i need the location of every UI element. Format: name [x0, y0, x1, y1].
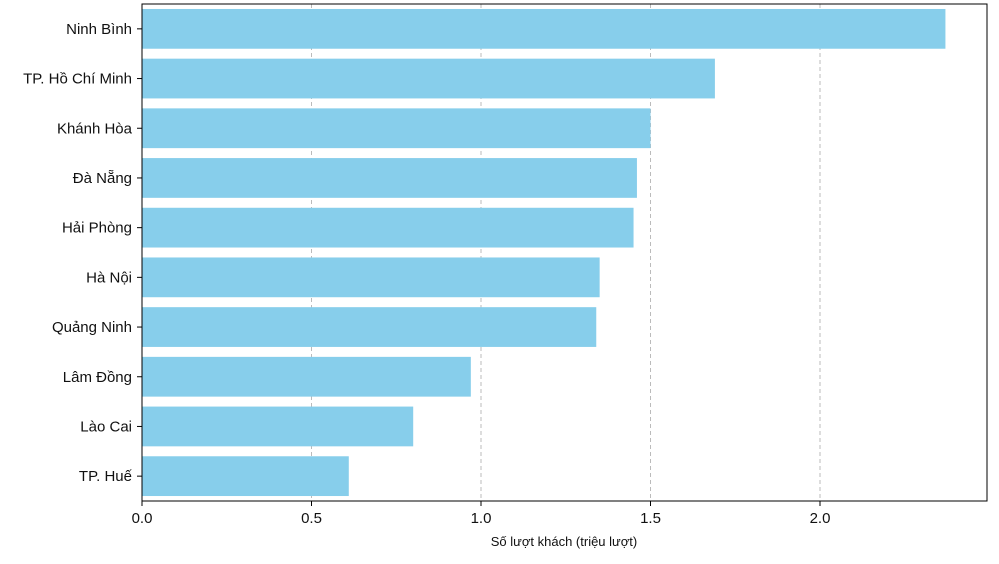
bar: [142, 406, 414, 447]
y-tick-label: TP. Hồ Chí Minh: [23, 71, 132, 88]
bar: [142, 158, 637, 198]
bar: [142, 307, 597, 347]
bar: [142, 108, 651, 149]
x-axis: 0.0 0.5 1.0 1.5 2.0: [132, 501, 831, 527]
bar: [142, 257, 600, 298]
bar: [142, 356, 471, 397]
plot-frame: [141, 3, 988, 502]
bar: [142, 207, 634, 248]
y-tick-label: Lâm Đồng: [63, 369, 132, 386]
y-tick-label: Ninh Bình: [66, 21, 132, 38]
y-tick-label: TP. Huế: [79, 468, 133, 485]
y-tick-label: Quảng Ninh: [52, 319, 132, 336]
x-tick-label: 0.0: [132, 510, 153, 527]
y-tick-label: Hà Nội: [86, 269, 132, 286]
bars: [142, 8, 946, 497]
y-axis: Ninh Bình TP. Hồ Chí Minh Khánh Hòa Đà Nẵng…: [23, 21, 142, 485]
x-tick-label: 1.5: [640, 510, 661, 527]
bar: [142, 8, 946, 49]
bar: [142, 58, 715, 99]
y-tick-label: Lào Cai: [80, 418, 132, 435]
x-tick-label: 0.5: [301, 510, 322, 527]
bar: [142, 456, 349, 497]
x-tick-label: 1.0: [471, 510, 492, 527]
y-tick-label: Đà Nẵng: [73, 170, 132, 187]
y-tick-label: Khánh Hòa: [57, 120, 133, 137]
x-tick-label: 2.0: [810, 510, 831, 527]
x-axis-label: Số lượt khách (triệu lượt): [491, 534, 637, 549]
y-tick-label: Hải Phòng: [62, 220, 132, 237]
